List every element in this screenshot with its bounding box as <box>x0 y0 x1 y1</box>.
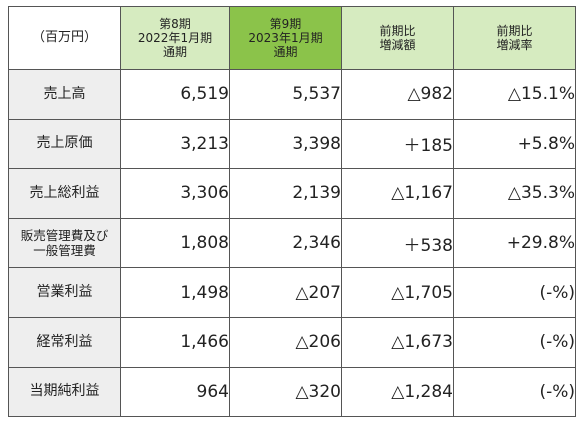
header-line: 前期比 <box>496 24 533 38</box>
header-line: 2022年1月期 <box>137 31 213 45</box>
table-row: 売上高 6,519 5,537 △982 △15.1% <box>8 69 576 120</box>
table-header: （百万円） 第8期 2022年1月期 通期 第9期 2023年1月期 通期 前期… <box>8 6 576 70</box>
prev-value: 6,519 <box>120 69 230 120</box>
curr-value: 5,537 <box>229 69 342 120</box>
change-rate: +5.8% <box>453 118 576 170</box>
curr-value: 2,346 <box>229 217 342 269</box>
change-rate: △35.3% <box>453 168 576 219</box>
prev-value: 3,306 <box>120 168 230 219</box>
table-row: 経常利益 1,466 △206 △1,673 (-%) <box>8 316 576 368</box>
curr-value: △320 <box>229 366 342 418</box>
change-rate: (-%) <box>453 316 576 368</box>
change-amount-header: 前期比 増減額 <box>341 6 454 70</box>
prev-period-header: 第8期 2022年1月期 通期 <box>120 6 230 70</box>
header-line: 通期 <box>162 45 187 59</box>
row-label-line: 経常利益 <box>36 333 93 350</box>
curr-value: 3,398 <box>229 118 342 170</box>
prev-value: 964 <box>120 366 230 418</box>
change-rate-header: 前期比 増減率 <box>453 6 576 70</box>
row-label: 営業利益 <box>8 267 121 318</box>
row-label-line: 当期純利益 <box>29 383 100 400</box>
header-line: 第8期 <box>159 17 191 31</box>
curr-value: 2,139 <box>229 168 342 219</box>
row-label-line: 営業利益 <box>36 284 93 301</box>
row-label: 売上高 <box>8 69 121 120</box>
unit-header: （百万円） <box>8 6 121 70</box>
row-label-line: 一般管理費 <box>33 243 96 259</box>
header-line: 増減額 <box>379 38 416 52</box>
table-row: 売上総利益 3,306 2,139 △1,167 △35.3% <box>8 168 576 219</box>
row-label-line: 売上高 <box>43 85 86 102</box>
change-amount: △1,167 <box>341 168 454 219</box>
curr-value: △206 <box>229 316 342 368</box>
change-rate: △15.1% <box>453 69 576 120</box>
row-label: 売上総利益 <box>8 168 121 219</box>
table-row: 売上原価 3,213 3,398 ＋185 +5.8% <box>8 118 576 170</box>
header-line: 通期 <box>273 45 298 59</box>
header-line: 第9期 <box>269 17 302 31</box>
change-rate: (-%) <box>453 267 576 318</box>
prev-value: 1,498 <box>120 267 230 318</box>
prev-value: 3,213 <box>120 118 230 170</box>
prev-value: 1,466 <box>120 316 230 368</box>
change-amount: ＋185 <box>341 118 454 170</box>
row-label: 売上原価 <box>8 118 121 170</box>
header-line: 2023年1月期 <box>248 31 323 45</box>
change-amount: △1,284 <box>341 366 454 418</box>
row-label-line: 売上原価 <box>36 135 93 152</box>
header-line: 前期比 <box>379 24 416 38</box>
row-label: 経常利益 <box>8 316 121 368</box>
prev-value: 1,808 <box>120 217 230 269</box>
table-row: 営業利益 1,498 △207 △1,705 (-%) <box>8 267 576 318</box>
change-amount: △1,705 <box>341 267 454 318</box>
row-label: 当期純利益 <box>8 366 121 418</box>
header-line: 増減率 <box>496 38 533 52</box>
table-row: 販売管理費及び 一般管理費 1,808 2,346 ＋538 +29.8% <box>8 217 576 269</box>
curr-period-header: 第9期 2023年1月期 通期 <box>229 6 342 70</box>
table-body: 売上高 6,519 5,537 △982 △15.1% 売上原価 3,213 3… <box>8 69 576 418</box>
change-amount: ＋538 <box>341 217 454 269</box>
financial-results-table: （百万円） 第8期 2022年1月期 通期 第9期 2023年1月期 通期 前期… <box>8 6 576 418</box>
row-label-line: 販売管理費及び <box>20 228 109 244</box>
table-row: 当期純利益 964 △320 △1,284 (-%) <box>8 366 576 418</box>
header-row: （百万円） 第8期 2022年1月期 通期 第9期 2023年1月期 通期 前期… <box>8 6 576 70</box>
change-amount: △982 <box>341 69 454 120</box>
change-rate: +29.8% <box>453 217 576 269</box>
change-rate: (-%) <box>453 366 576 418</box>
row-label-line: 売上総利益 <box>29 184 100 201</box>
change-amount: △1,673 <box>341 316 454 368</box>
curr-value: △207 <box>229 267 342 318</box>
row-label: 販売管理費及び 一般管理費 <box>8 217 121 269</box>
